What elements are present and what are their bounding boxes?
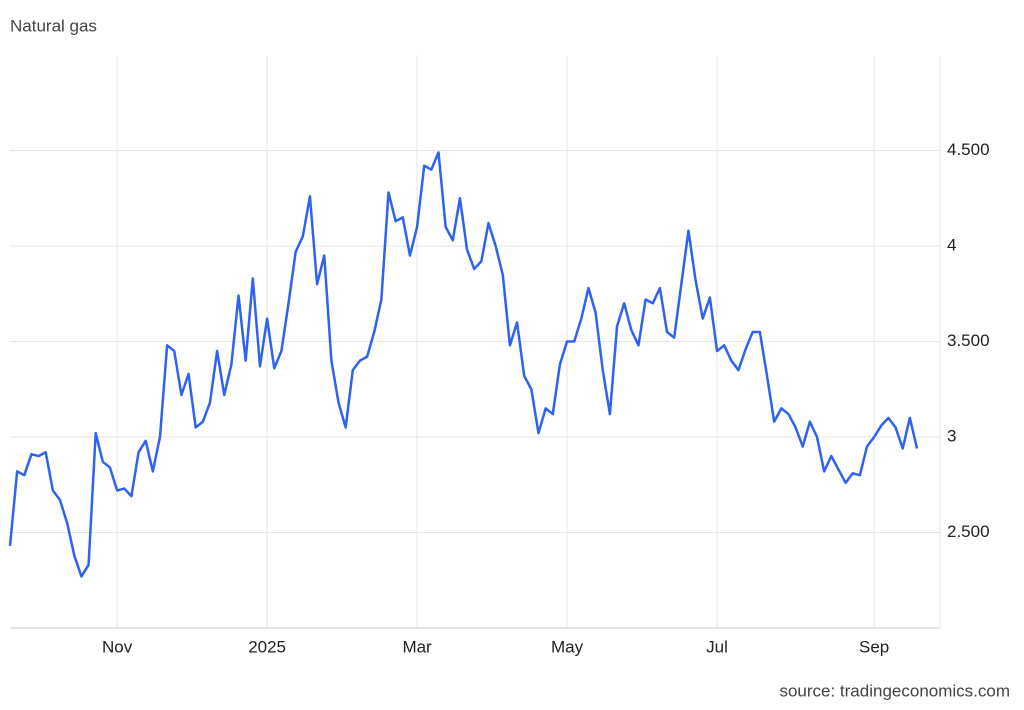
- source: source: tradingeconomics.com: [779, 681, 1010, 700]
- y-tick-label: 3: [947, 426, 956, 445]
- x-tick-label: Jul: [706, 637, 728, 656]
- x-tick-label: 2025: [248, 637, 286, 656]
- x-tick-label: May: [551, 637, 584, 656]
- y-tick-label: 4.500: [947, 140, 990, 159]
- x-tick-label: Mar: [402, 637, 432, 656]
- y-tick-label: 4: [947, 235, 956, 254]
- x-tick-label: Sep: [859, 637, 889, 656]
- data-line: [8, 151, 919, 578]
- y-tick-label: 3.500: [947, 331, 990, 350]
- chart-title: Natural gas: [10, 16, 97, 35]
- y-tick-label: 2.500: [947, 522, 990, 541]
- x-tick-label: Nov: [102, 637, 133, 656]
